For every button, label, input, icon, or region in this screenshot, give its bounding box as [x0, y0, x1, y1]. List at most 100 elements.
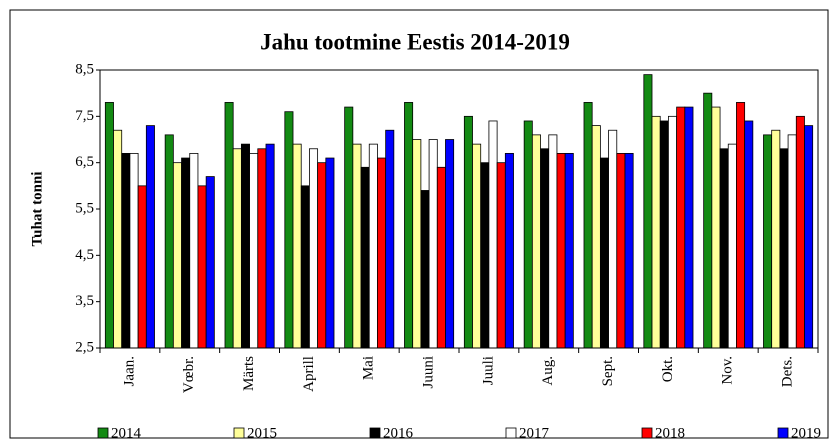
bar [164, 134, 174, 349]
bar [360, 166, 370, 349]
bar [309, 148, 319, 349]
bar [779, 148, 789, 349]
bar [608, 129, 618, 349]
bar [189, 152, 199, 349]
x-tick-label: Aug. [540, 356, 556, 386]
bar [145, 125, 155, 349]
bar [531, 134, 541, 349]
bar [804, 125, 814, 349]
plot-border [99, 69, 819, 349]
y-tick-label: 3,5 [75, 293, 94, 309]
x-tick-label: Okt. [660, 356, 676, 382]
bar [659, 120, 669, 349]
bar [317, 162, 327, 349]
x-tick-label: Dets. [780, 356, 796, 387]
x-tick-label: Juuni [421, 356, 437, 389]
bar [727, 143, 737, 349]
legend-label: 2015 [247, 425, 277, 441]
bar [325, 157, 335, 349]
bar [496, 162, 506, 349]
legend-label: 2018 [655, 425, 685, 441]
bar [445, 139, 455, 349]
bar [795, 115, 805, 349]
x-tick-label: Mai [361, 356, 377, 380]
bar [292, 143, 302, 349]
bar [121, 152, 131, 349]
bar [436, 166, 446, 349]
legend-swatch [777, 427, 789, 439]
y-tick-label: 7,5 [75, 108, 94, 124]
bar [404, 102, 414, 349]
bar [300, 185, 310, 349]
y-axis-label: Tuhat tonni [29, 172, 45, 247]
bar [599, 157, 609, 349]
x-tick-label: Juuli [480, 356, 496, 385]
bar [564, 152, 574, 349]
bar [668, 115, 678, 349]
bar [684, 106, 694, 349]
y-tick-label: 6,5 [75, 154, 94, 170]
bar [284, 111, 294, 349]
bar [463, 115, 473, 349]
legend-swatch [641, 427, 653, 439]
bar [368, 143, 378, 349]
bar [377, 157, 387, 349]
x-tick-label: Nov. [720, 356, 736, 385]
bar [624, 152, 634, 349]
legend-label: 2019 [791, 425, 821, 441]
bar [205, 176, 215, 349]
y-tick-label: 4,5 [75, 247, 94, 263]
bar [504, 152, 514, 349]
bar [676, 106, 686, 349]
bar [181, 157, 191, 349]
bar [249, 152, 259, 349]
legend-swatch [97, 427, 109, 439]
bar [744, 120, 754, 349]
bar [719, 148, 729, 349]
bar [232, 148, 242, 349]
bar [420, 190, 430, 349]
y-tick-label: 2,5 [75, 339, 94, 355]
legend-label: 2014 [111, 425, 142, 441]
plot-area [100, 70, 818, 348]
bar [137, 185, 147, 349]
bar [763, 134, 773, 349]
legend-swatch [369, 427, 381, 439]
bar [651, 115, 661, 349]
bar [711, 106, 721, 349]
x-tick-label: Aprill [301, 356, 317, 392]
x-tick-label: Jaan. [121, 356, 137, 386]
bar [556, 152, 566, 349]
bar [113, 129, 123, 349]
bar [265, 143, 275, 349]
bar [523, 120, 533, 349]
bar [787, 134, 797, 349]
bar [172, 162, 182, 349]
bar [344, 106, 354, 349]
legend-swatch [233, 427, 245, 439]
bar [240, 143, 250, 349]
bar [129, 152, 139, 349]
x-tick-label: Vœbr. [181, 356, 197, 393]
y-tick-label: 8,5 [75, 61, 94, 77]
bar [540, 148, 550, 349]
bar [591, 125, 601, 349]
bar [385, 129, 395, 349]
bar [224, 102, 234, 349]
x-tick-label: Sept. [600, 356, 616, 386]
bar [428, 139, 438, 349]
legend-label: 2017 [519, 425, 550, 441]
bar [771, 129, 781, 349]
bar [480, 162, 490, 349]
bar [736, 102, 746, 349]
y-tick-label: 5,5 [75, 200, 94, 216]
legend-swatch [505, 427, 517, 439]
bar [583, 102, 593, 349]
bar [197, 185, 207, 349]
bar [352, 143, 362, 349]
bar [104, 102, 114, 349]
bar [643, 74, 653, 349]
bar [472, 143, 482, 349]
chart-title: Jahu tootmine Eestis 2014-2019 [260, 29, 570, 54]
